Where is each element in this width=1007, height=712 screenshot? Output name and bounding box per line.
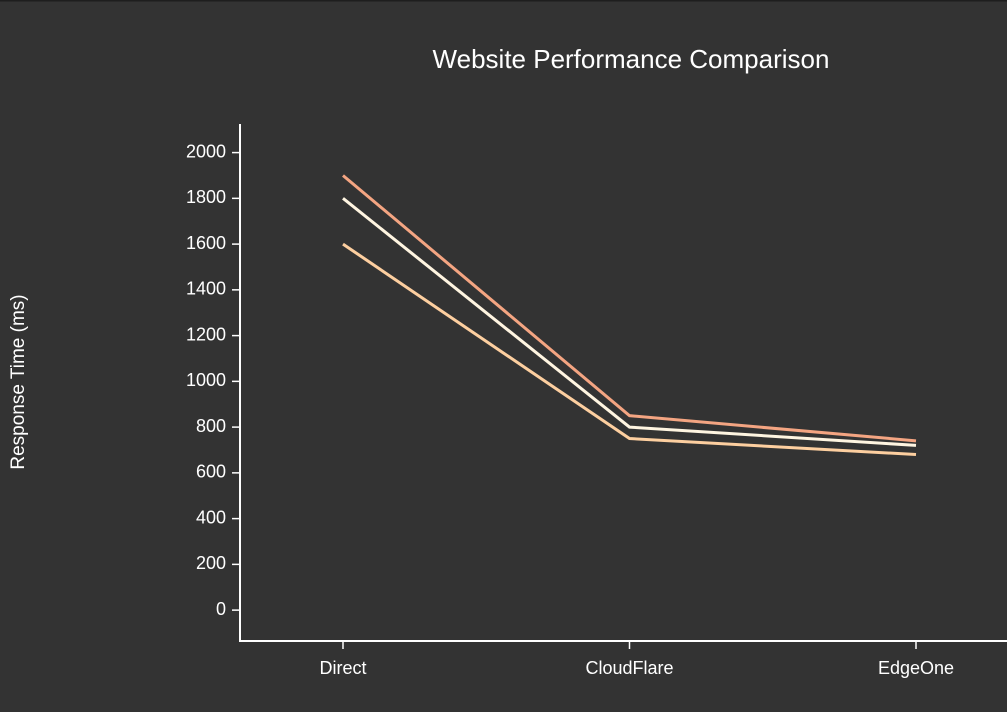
y-tick-label: 200 [196, 553, 226, 573]
series-line [342, 197, 917, 447]
y-tick-label: 1600 [186, 233, 226, 253]
x-tick-label: EdgeOne [878, 658, 954, 678]
chart-title: Website Performance Comparison [433, 44, 830, 74]
y-tick-label: 600 [196, 462, 226, 482]
x-tick-label: CloudFlare [585, 658, 673, 678]
y-tick-label: 800 [196, 416, 226, 436]
y-tick-label: 0 [216, 599, 226, 619]
y-tick-label: 1200 [186, 324, 226, 344]
y-tick-label: 1800 [186, 187, 226, 207]
y-tick-label: 2000 [186, 141, 226, 161]
series-line [342, 174, 917, 443]
y-axis-title: Response Time (ms) [8, 294, 29, 469]
y-tick-label: 400 [196, 507, 226, 527]
y-tick-label: 1400 [186, 279, 226, 299]
series-line [342, 242, 917, 457]
x-tick-label: Direct [319, 658, 366, 678]
y-tick-label: 1000 [186, 370, 226, 390]
